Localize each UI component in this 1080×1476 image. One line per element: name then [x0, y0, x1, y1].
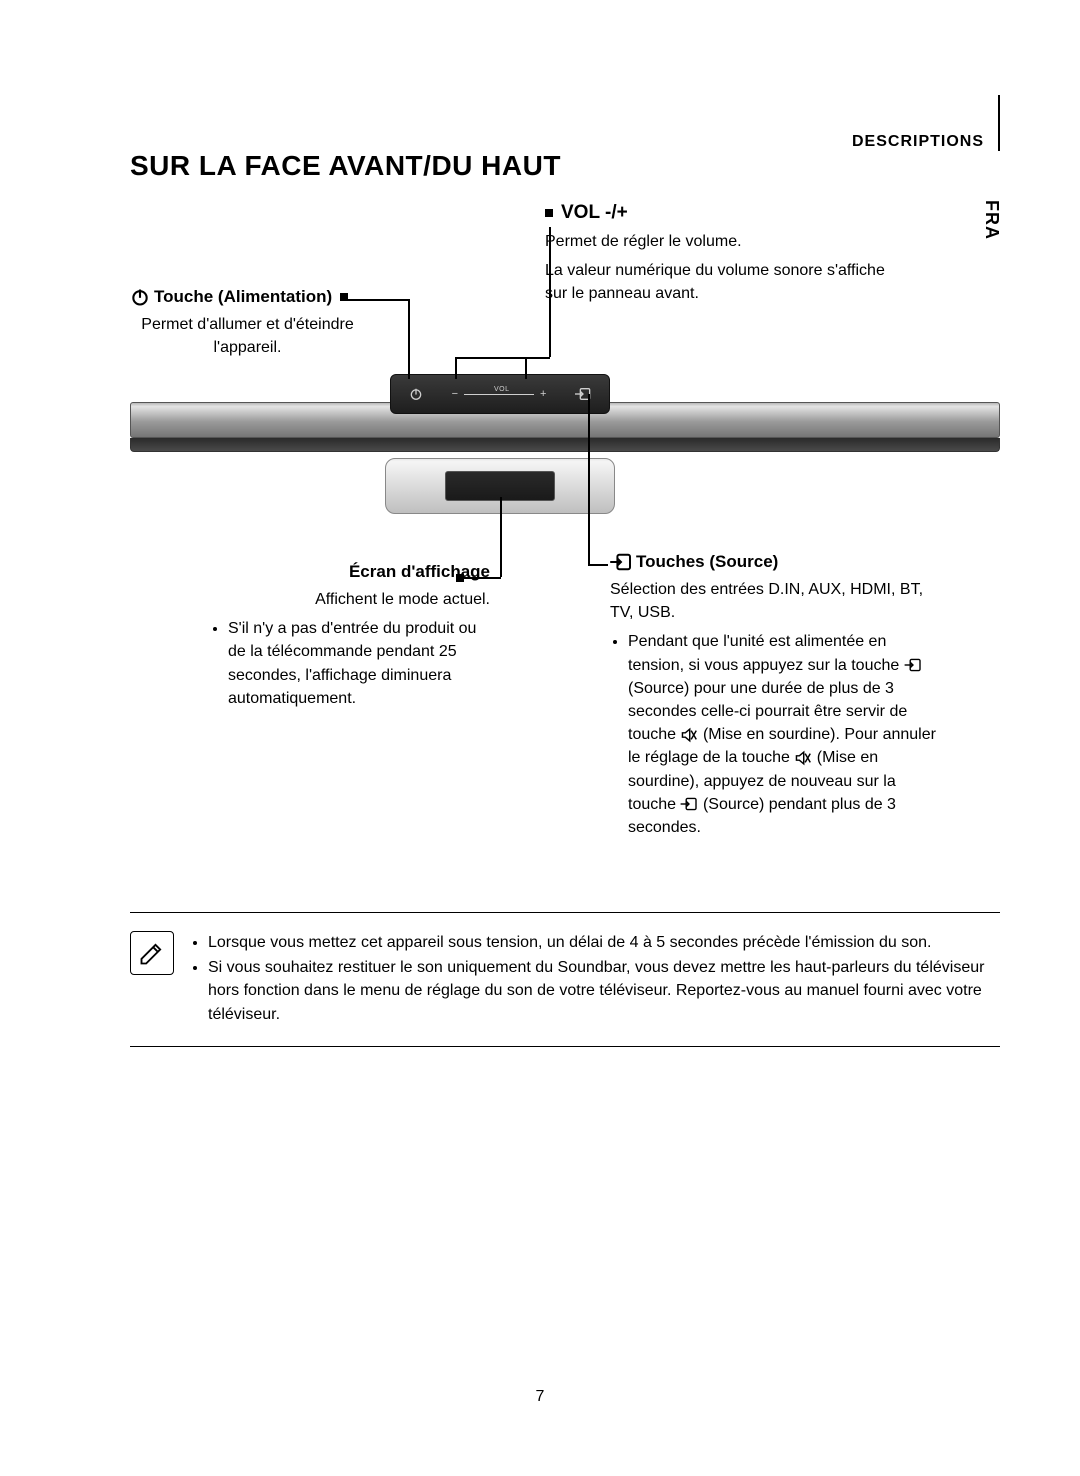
- mute-icon: [680, 727, 698, 743]
- vol-minus: −: [452, 388, 458, 400]
- leader-line: [500, 497, 502, 577]
- diagram-area: VOL -/+ Permet de régler le volume. La v…: [130, 202, 1000, 902]
- callout-source-body: Sélection des entrées D.IN, AUX, HDMI, B…: [610, 578, 940, 624]
- callout-power-body: Permet d'allumer et d'éteindre l'apparei…: [130, 313, 365, 359]
- power-icon: [130, 287, 150, 307]
- mute-icon: [794, 750, 812, 766]
- page-number: 7: [0, 1388, 1080, 1406]
- callout-display: Écran d'affichage Affichent le mode actu…: [150, 562, 490, 712]
- section-header: DESCRIPTIONS: [852, 95, 1000, 151]
- notes-list: Lorsque vous mettez cet appareil sous te…: [188, 931, 1000, 1028]
- leader-line: [455, 357, 550, 359]
- source-icon: [610, 553, 632, 571]
- pencil-icon: [138, 939, 166, 967]
- volume-control: − VOL +: [452, 388, 547, 400]
- callout-display-bullets: S'il n'y a pas d'entrée du produit ou de…: [210, 617, 490, 710]
- source-icon: [904, 658, 922, 672]
- bullet-square-icon: [340, 293, 348, 301]
- power-button-icon: [409, 387, 423, 401]
- leader-line: [549, 227, 551, 357]
- callout-display-body: Affichent le mode actuel.: [150, 588, 490, 611]
- soundbar-device: − VOL +: [130, 402, 1000, 452]
- list-item: Pendant que l'unité est alimentée en ten…: [628, 630, 940, 839]
- control-panel: − VOL +: [390, 374, 610, 414]
- list-item: Lorsque vous mettez cet appareil sous te…: [208, 931, 1000, 954]
- callout-power: Touche (Alimentation) Permet d'allumer e…: [130, 287, 365, 359]
- leader-line: [588, 394, 590, 564]
- callout-source: Touches (Source) Sélection des entrées D…: [610, 552, 940, 841]
- manual-page: DESCRIPTIONS SUR LA FACE AVANT/DU HAUT F…: [0, 0, 1080, 1476]
- leader-line: [525, 357, 527, 379]
- list-item: S'il n'y a pas d'entrée du produit ou de…: [228, 617, 490, 710]
- callout-source-bullets: Pendant que l'unité est alimentée en ten…: [610, 630, 940, 839]
- leader-line: [408, 299, 410, 379]
- callout-volume: VOL -/+ Permet de régler le volume. La v…: [545, 202, 905, 306]
- section-label: DESCRIPTIONS: [852, 133, 984, 151]
- vol-line: [464, 394, 534, 395]
- notes-box: Lorsque vous mettez cet appareil sous te…: [130, 912, 1000, 1047]
- soundbar-front: [130, 438, 1000, 452]
- callout-volume-body2: La valeur numérique du volume sonore s'a…: [545, 259, 905, 305]
- leader-line: [588, 564, 608, 566]
- list-item: Si vous souhaitez restituer le son uniqu…: [208, 956, 1000, 1026]
- vol-plus: +: [540, 388, 546, 400]
- source-icon: [680, 797, 698, 811]
- note-icon-box: [130, 931, 174, 975]
- leader-line: [455, 357, 457, 379]
- page-title: SUR LA FACE AVANT/DU HAUT: [130, 150, 1000, 182]
- callout-display-title: Écran d'affichage: [150, 562, 490, 582]
- bullet-square-icon: [545, 209, 553, 217]
- callout-volume-body1: Permet de régler le volume.: [545, 230, 905, 253]
- callout-volume-title: VOL -/+: [545, 202, 905, 224]
- vol-label: VOL: [494, 386, 510, 393]
- leader-line: [348, 299, 408, 301]
- callout-source-title: Touches (Source): [610, 552, 940, 572]
- callout-power-title: Touche (Alimentation): [130, 287, 365, 307]
